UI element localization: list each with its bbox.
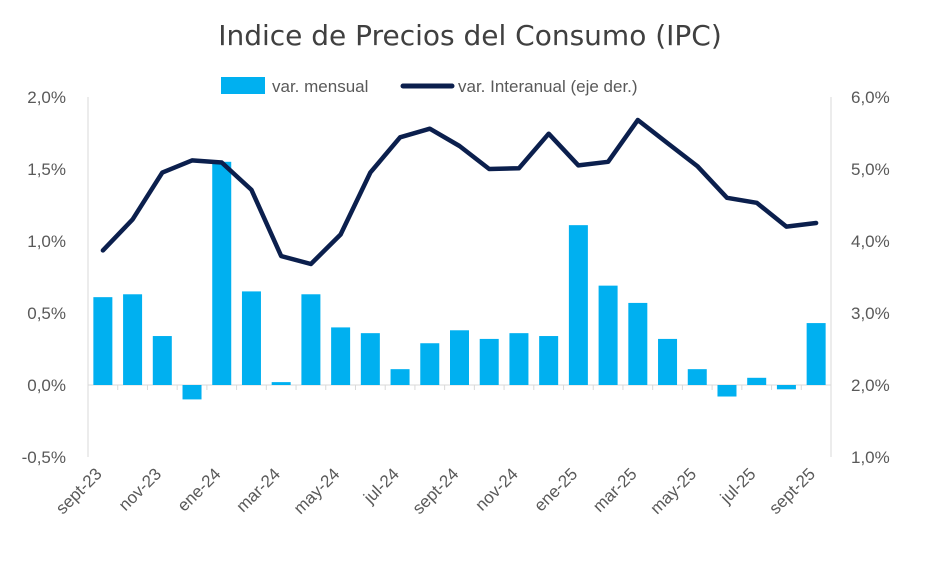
axes <box>87 97 832 457</box>
bar <box>806 323 826 385</box>
bar <box>628 302 648 385</box>
y-right-tick-label: 1,0% <box>851 448 890 467</box>
bar <box>747 377 767 385</box>
y-right-tick-label: 4,0% <box>851 232 890 251</box>
legend-swatch-bar <box>221 77 265 94</box>
legend-label-bar: var. mensual <box>272 77 368 96</box>
y-left-tick-label: 0,5% <box>27 304 66 323</box>
bar <box>331 327 351 385</box>
x-tick-label: nov-24 <box>472 464 522 514</box>
bar <box>93 297 113 385</box>
interannual-line <box>100 117 819 267</box>
bar <box>182 385 202 400</box>
x-tick-label: may-25 <box>647 464 701 518</box>
legend-label-line: var. Interanual (eje der.) <box>458 77 638 96</box>
y-left-tick-label: 0,0% <box>27 376 66 395</box>
line-series <box>100 117 819 267</box>
chart-title: Indice de Precios del Consumo (IPC) <box>218 19 722 52</box>
bar <box>776 385 796 390</box>
y-left-tick-label: -0,5% <box>22 448 66 467</box>
y-right-tick-label: 5,0% <box>851 160 890 179</box>
bar <box>360 333 380 385</box>
bar <box>390 369 410 385</box>
bar <box>479 338 499 385</box>
bar <box>687 369 707 385</box>
x-tick-label: may-24 <box>290 464 344 518</box>
x-tick-label: ene-25 <box>530 464 581 515</box>
x-tick-label: sept-25 <box>765 464 819 518</box>
bar <box>123 294 143 385</box>
y-left-tick-label: 1,5% <box>27 160 66 179</box>
y-left-tick-label: 2,0% <box>27 88 66 107</box>
x-tick-label: mar-25 <box>589 464 641 516</box>
y-left-tick-label: 1,0% <box>27 232 66 251</box>
bar <box>212 161 232 385</box>
x-tick-label: ene-24 <box>174 464 225 515</box>
x-tick-label: sept-24 <box>409 464 463 518</box>
bar <box>658 338 678 385</box>
x-tick-label: jul-24 <box>359 464 403 508</box>
bar <box>241 291 261 385</box>
y-right-tick-label: 6,0% <box>851 88 890 107</box>
bar <box>301 294 321 385</box>
bar <box>271 382 291 385</box>
y-right-tick-label: 3,0% <box>851 304 890 323</box>
x-tick-label: mar-24 <box>232 464 284 516</box>
legend: var. mensual var. Interanual (eje der.) <box>221 77 638 96</box>
bar-series <box>93 161 826 400</box>
bar <box>598 285 618 385</box>
bar <box>509 333 529 385</box>
tick-labels: -0,5% 0,0% 0,5% 1,0% 1,5% 2,0% 1,0% 2,0% 3,0% 4,0… <box>22 88 890 518</box>
y-right-tick-label: 2,0% <box>851 376 890 395</box>
bar <box>717 385 737 397</box>
x-tick-label: nov-23 <box>115 464 165 514</box>
bar <box>420 343 440 385</box>
bar <box>152 336 172 385</box>
bar <box>568 225 588 385</box>
bar <box>450 330 469 385</box>
bar <box>539 336 559 385</box>
x-tick-label: sept-23 <box>52 464 106 518</box>
x-tick-label: jul-25 <box>716 464 760 508</box>
